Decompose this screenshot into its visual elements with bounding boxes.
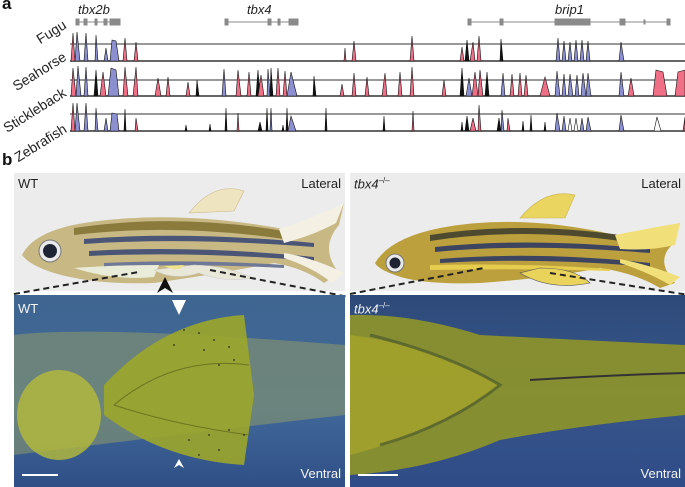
wt-fish-ventral-image — [14, 300, 345, 468]
track-seahorse — [70, 31, 625, 62]
tbx4-genotype-label: tbx4–/– — [354, 176, 390, 192]
tbx4-ventral-photo: tbx4–/– Ventral — [350, 295, 685, 487]
panel-a-letter: a — [2, 0, 12, 13]
tbx4-lateral-label: Lateral — [641, 176, 681, 191]
wt-fish-lateral-image — [22, 188, 344, 284]
pelvic-fin-arrowhead-icon — [157, 277, 173, 293]
wt-ventral-label: Ventral — [300, 466, 341, 481]
tbx4-ventral-label: Ventral — [640, 466, 681, 481]
wt-scale-bar — [22, 474, 58, 476]
wt-ventral-genotype-label: WT — [18, 301, 39, 316]
tbx4-fish-lateral-image — [375, 193, 680, 288]
tbx4-scale-bar — [358, 474, 398, 476]
wt-ventral-photo: WT Ventral — [14, 295, 345, 487]
tbx4-fish-ventral-image — [350, 314, 685, 475]
panel-b-letter: b — [2, 150, 13, 169]
gene-model-fugu — [75, 18, 671, 26]
gene-label-brip1: brip1 — [555, 2, 584, 17]
track-zebrafish — [70, 102, 685, 132]
gene-label-tbx2b: tbx2b — [78, 2, 110, 17]
tbx4-ventral-genotype-label: tbx4–/– — [354, 301, 390, 317]
wt-lateral-label: Lateral — [301, 176, 341, 191]
wt-lateral-photo: WT Lateral — [14, 173, 345, 291]
conservation-tracks — [70, 18, 685, 132]
wt-genotype-label: WT — [18, 176, 39, 191]
track-stickleback — [70, 65, 685, 97]
tbx4-lateral-photo: tbx4–/– Lateral — [350, 173, 685, 291]
gene-label-tbx4: tbx4 — [247, 2, 272, 17]
